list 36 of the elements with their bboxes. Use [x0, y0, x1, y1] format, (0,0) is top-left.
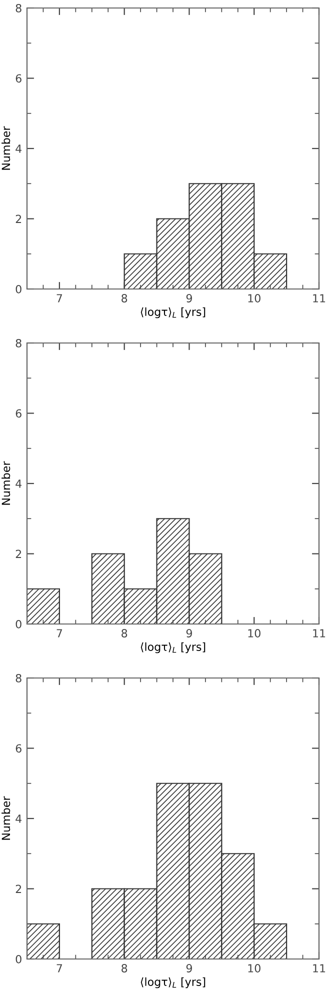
x-tick-label: 7 — [56, 964, 62, 972]
x-tick-label: 11 — [313, 294, 326, 302]
y-tick-label: 4 — [16, 480, 22, 488]
x-tick-label: 10 — [248, 964, 260, 972]
y-tick-label: 2 — [16, 214, 22, 223]
x-tick-label: 7 — [56, 294, 62, 302]
x-tick-label: 9 — [186, 964, 192, 972]
x-tick-label: 8 — [122, 964, 128, 972]
x-axis-title: ⟨logτ⟩$_{L}$ [yrs] — [140, 642, 206, 654]
x-tick-label: 11 — [313, 629, 326, 638]
y-tick-label: 4 — [16, 144, 22, 153]
y-tick-label: 6 — [16, 409, 22, 418]
x-axis-title: ⟨logτ⟩$_{L}$ [yrs] — [140, 977, 206, 988]
y-tick-label: 2 — [16, 884, 22, 893]
x-axis-title: ⟨logτ⟩$_{L}$ [yrs] — [140, 307, 206, 318]
x-tick-label: 9 — [186, 629, 192, 638]
y-tick-label: 8 — [16, 338, 22, 348]
y-tick-label: 2 — [16, 550, 22, 558]
y-tick-label: 0 — [16, 620, 22, 628]
x-tick-label: 7 — [56, 629, 62, 638]
y-axis-title: Number — [2, 461, 10, 505]
y-tick-label: 6 — [16, 74, 22, 83]
x-tick-label: 9 — [186, 294, 192, 302]
x-tick-label: 8 — [122, 629, 128, 638]
y-tick-label: 0 — [16, 284, 22, 294]
x-tick-label: 8 — [122, 294, 128, 302]
y-tick-label: 4 — [16, 814, 22, 823]
y-tick-label: 6 — [16, 744, 22, 753]
y-axis-title: Number — [2, 126, 10, 170]
y-axis-title: Number — [2, 796, 10, 840]
x-tick-label: 10 — [248, 294, 260, 302]
y-tick-label: 0 — [16, 954, 22, 964]
x-tick-label: 11 — [313, 964, 326, 972]
y-tick-label: 8 — [16, 4, 22, 12]
x-tick-label: 10 — [248, 629, 260, 638]
y-tick-label: 8 — [16, 674, 22, 682]
